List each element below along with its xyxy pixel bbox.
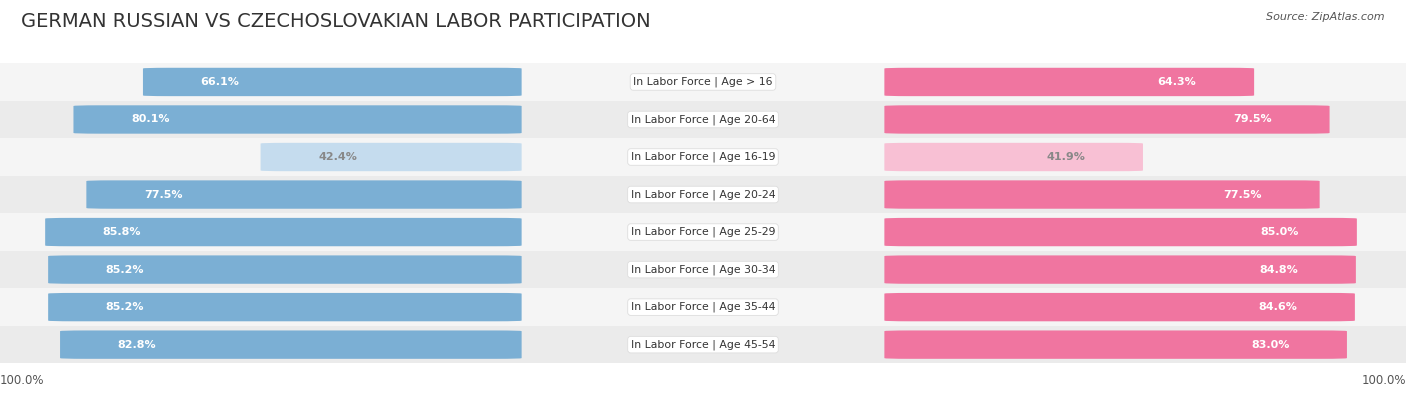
Text: In Labor Force | Age 20-64: In Labor Force | Age 20-64 xyxy=(631,114,775,125)
FancyBboxPatch shape xyxy=(433,143,499,171)
Text: 85.2%: 85.2% xyxy=(105,302,145,312)
Text: 64.3%: 64.3% xyxy=(1157,77,1197,87)
FancyBboxPatch shape xyxy=(143,68,522,96)
Text: 83.0%: 83.0% xyxy=(1251,340,1289,350)
FancyBboxPatch shape xyxy=(907,143,973,171)
Text: 85.2%: 85.2% xyxy=(105,265,145,275)
Text: In Labor Force | Age 20-24: In Labor Force | Age 20-24 xyxy=(631,189,775,200)
FancyBboxPatch shape xyxy=(86,181,522,209)
Text: 77.5%: 77.5% xyxy=(143,190,183,199)
FancyBboxPatch shape xyxy=(884,105,1330,134)
FancyBboxPatch shape xyxy=(433,331,499,358)
FancyBboxPatch shape xyxy=(907,68,973,96)
Text: 41.9%: 41.9% xyxy=(1046,152,1085,162)
Bar xyxy=(0,213,1406,251)
FancyBboxPatch shape xyxy=(433,68,499,96)
Bar xyxy=(0,63,1406,101)
FancyBboxPatch shape xyxy=(433,218,499,246)
FancyBboxPatch shape xyxy=(907,106,973,133)
FancyBboxPatch shape xyxy=(884,331,1347,359)
FancyBboxPatch shape xyxy=(907,218,973,246)
FancyBboxPatch shape xyxy=(433,256,499,283)
FancyBboxPatch shape xyxy=(884,256,1355,284)
FancyBboxPatch shape xyxy=(907,256,973,283)
Text: In Labor Force | Age 25-29: In Labor Force | Age 25-29 xyxy=(631,227,775,237)
FancyBboxPatch shape xyxy=(60,331,522,359)
Bar xyxy=(0,251,1406,288)
Text: In Labor Force | Age 30-34: In Labor Force | Age 30-34 xyxy=(631,264,775,275)
Text: 82.8%: 82.8% xyxy=(118,340,156,350)
Text: 80.1%: 80.1% xyxy=(131,115,170,124)
Text: 84.8%: 84.8% xyxy=(1260,265,1298,275)
Bar xyxy=(0,176,1406,213)
Text: 85.8%: 85.8% xyxy=(103,227,142,237)
FancyBboxPatch shape xyxy=(884,218,1357,246)
FancyBboxPatch shape xyxy=(884,68,1254,96)
Text: 77.5%: 77.5% xyxy=(1223,190,1263,199)
Text: 79.5%: 79.5% xyxy=(1233,115,1272,124)
Bar xyxy=(0,326,1406,363)
Text: Source: ZipAtlas.com: Source: ZipAtlas.com xyxy=(1267,12,1385,22)
FancyBboxPatch shape xyxy=(73,105,522,134)
FancyBboxPatch shape xyxy=(907,331,973,358)
FancyBboxPatch shape xyxy=(884,143,1143,171)
Text: In Labor Force | Age 35-44: In Labor Force | Age 35-44 xyxy=(631,302,775,312)
Bar xyxy=(0,101,1406,138)
FancyBboxPatch shape xyxy=(433,181,499,208)
Text: In Labor Force | Age 45-54: In Labor Force | Age 45-54 xyxy=(631,339,775,350)
Bar xyxy=(0,138,1406,176)
FancyBboxPatch shape xyxy=(48,256,522,284)
Text: 66.1%: 66.1% xyxy=(201,77,239,87)
FancyBboxPatch shape xyxy=(260,143,522,171)
Text: 42.4%: 42.4% xyxy=(318,152,357,162)
FancyBboxPatch shape xyxy=(48,293,522,321)
FancyBboxPatch shape xyxy=(433,293,499,321)
Text: 100.0%: 100.0% xyxy=(1361,374,1406,387)
Text: 85.0%: 85.0% xyxy=(1261,227,1299,237)
FancyBboxPatch shape xyxy=(45,218,522,246)
FancyBboxPatch shape xyxy=(433,106,499,133)
Bar xyxy=(0,288,1406,326)
Text: In Labor Force | Age > 16: In Labor Force | Age > 16 xyxy=(633,77,773,87)
FancyBboxPatch shape xyxy=(884,181,1320,209)
FancyBboxPatch shape xyxy=(907,293,973,321)
Text: 84.6%: 84.6% xyxy=(1258,302,1298,312)
FancyBboxPatch shape xyxy=(884,293,1355,321)
Text: GERMAN RUSSIAN VS CZECHOSLOVAKIAN LABOR PARTICIPATION: GERMAN RUSSIAN VS CZECHOSLOVAKIAN LABOR … xyxy=(21,12,651,31)
FancyBboxPatch shape xyxy=(907,181,973,208)
Text: 100.0%: 100.0% xyxy=(0,374,45,387)
Text: In Labor Force | Age 16-19: In Labor Force | Age 16-19 xyxy=(631,152,775,162)
